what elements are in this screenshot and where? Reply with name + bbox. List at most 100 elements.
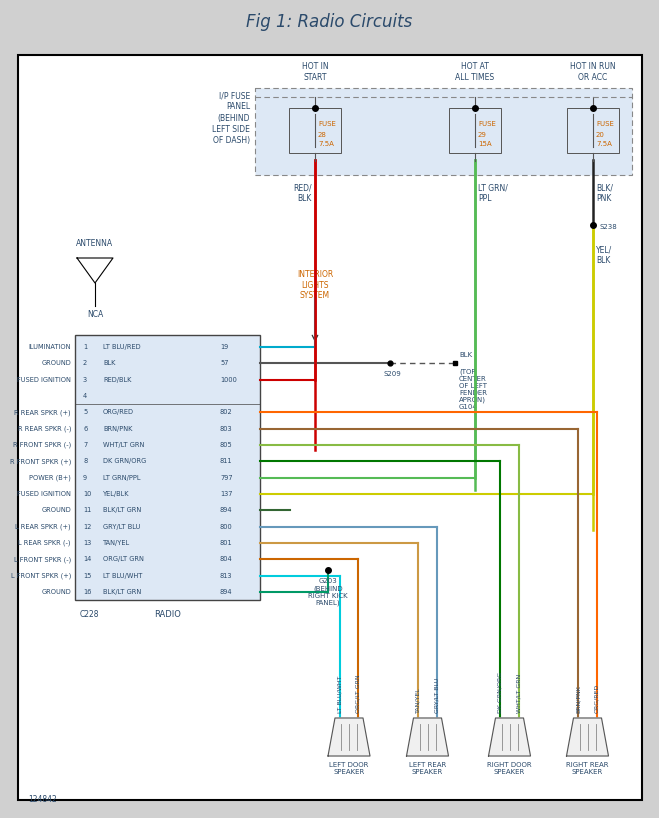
Text: 1000: 1000	[220, 376, 237, 383]
Text: ORG/RED: ORG/RED	[594, 684, 600, 713]
Text: C228: C228	[80, 610, 100, 619]
Text: BLK/
PNK: BLK/ PNK	[596, 183, 613, 203]
Text: ANTENNA: ANTENNA	[76, 239, 113, 248]
Text: 801: 801	[220, 540, 233, 546]
Text: ILUMINATION: ILUMINATION	[28, 344, 71, 350]
Text: R REAR SPKR (+): R REAR SPKR (+)	[14, 409, 71, 416]
Text: 4: 4	[83, 393, 87, 399]
Text: GRY/LT BLU: GRY/LT BLU	[434, 678, 440, 713]
Text: 15: 15	[83, 573, 92, 578]
Text: 137: 137	[220, 491, 233, 497]
Text: (TOP
CENTER
OF LEFT
FENDER
APRON)
G104: (TOP CENTER OF LEFT FENDER APRON) G104	[459, 368, 487, 411]
Text: 7.5A: 7.5A	[318, 141, 334, 147]
Text: DK GRN/ORG: DK GRN/ORG	[103, 458, 146, 465]
Text: 805: 805	[220, 442, 233, 448]
Text: RIGHT DOOR
SPEAKER: RIGHT DOOR SPEAKER	[487, 762, 532, 775]
Text: 20: 20	[596, 132, 605, 138]
Text: 57: 57	[220, 361, 229, 366]
Text: G203
(BEHIND
RIGHT KICK
PANEL): G203 (BEHIND RIGHT KICK PANEL)	[308, 578, 348, 606]
Text: ORG/LT GRN: ORG/LT GRN	[103, 556, 144, 562]
Text: S209: S209	[383, 371, 401, 377]
Text: 16: 16	[83, 589, 92, 595]
Text: BLK/LT GRN: BLK/LT GRN	[103, 507, 141, 514]
Text: 8: 8	[83, 458, 87, 465]
Text: LEFT DOOR
SPEAKER: LEFT DOOR SPEAKER	[330, 762, 368, 775]
Text: L REAR SPKR (-): L REAR SPKR (-)	[18, 540, 71, 546]
Text: WHT/LT GRN: WHT/LT GRN	[517, 674, 521, 713]
Text: TAN/YEL: TAN/YEL	[416, 687, 420, 713]
Text: 15A: 15A	[478, 141, 492, 147]
Bar	[255, 88, 632, 175]
Text: BLK/LT GRN: BLK/LT GRN	[103, 589, 141, 595]
Text: FUSE: FUSE	[478, 121, 496, 127]
Text: RED/
BLK: RED/ BLK	[293, 183, 312, 203]
Text: LT BLU/WHT: LT BLU/WHT	[103, 573, 142, 578]
Text: BRN/PNK: BRN/PNK	[575, 685, 581, 713]
Text: 7: 7	[83, 442, 87, 448]
Text: I/P FUSE
PANEL
(BEHIND
LEFT SIDE
OF DASH): I/P FUSE PANEL (BEHIND LEFT SIDE OF DASH…	[212, 92, 250, 145]
Bar	[449, 107, 501, 152]
Text: ORG/LT GRN: ORG/LT GRN	[355, 674, 360, 713]
Polygon shape	[488, 718, 530, 756]
Text: 11: 11	[83, 507, 91, 514]
Text: 29: 29	[478, 132, 487, 138]
Text: LT BLU/WHT: LT BLU/WHT	[337, 676, 343, 713]
Text: HOT AT
ALL TIMES: HOT AT ALL TIMES	[455, 62, 494, 82]
Text: RADIO: RADIO	[154, 610, 181, 619]
Text: RIGHT REAR
SPEAKER: RIGHT REAR SPEAKER	[566, 762, 609, 775]
Polygon shape	[567, 718, 608, 756]
Text: 5: 5	[83, 409, 87, 416]
Text: RED/BLK: RED/BLK	[103, 376, 131, 383]
Text: POWER (B+): POWER (B+)	[29, 474, 71, 481]
Text: 3: 3	[83, 376, 87, 383]
Text: 894: 894	[220, 589, 233, 595]
Text: HOT IN
START: HOT IN START	[302, 62, 328, 82]
Text: HOT IN RUN
OR ACC: HOT IN RUN OR ACC	[570, 62, 616, 82]
Text: R FRONT SPKR (+): R FRONT SPKR (+)	[10, 458, 71, 465]
Text: 6: 6	[83, 425, 87, 432]
Text: 13: 13	[83, 540, 91, 546]
Text: YEL/BLK: YEL/BLK	[103, 491, 130, 497]
Text: WHT/LT GRN: WHT/LT GRN	[103, 442, 144, 448]
Text: 802: 802	[220, 409, 233, 416]
Text: 811: 811	[220, 458, 233, 465]
Text: BLK: BLK	[459, 353, 472, 358]
Text: 2: 2	[83, 361, 87, 366]
Text: GROUND: GROUND	[42, 589, 71, 595]
Text: 803: 803	[220, 425, 233, 432]
Text: R FRONT SPKR (-): R FRONT SPKR (-)	[13, 442, 71, 448]
Text: S238: S238	[599, 224, 617, 230]
Text: GRY/LT BLU: GRY/LT BLU	[103, 524, 140, 530]
Text: 894: 894	[220, 507, 233, 514]
Text: 7.5A: 7.5A	[596, 141, 612, 147]
Text: INTERIOR
LIGHTS
SYSTEM: INTERIOR LIGHTS SYSTEM	[297, 270, 333, 300]
Bar	[75, 335, 260, 600]
Text: 28: 28	[318, 132, 327, 138]
Text: LEFT REAR
SPEAKER: LEFT REAR SPEAKER	[409, 762, 446, 775]
Text: FUSED IGNITION: FUSED IGNITION	[17, 376, 71, 383]
Text: 10: 10	[83, 491, 92, 497]
Text: BLK: BLK	[103, 361, 115, 366]
Text: 14: 14	[83, 556, 92, 562]
Bar	[567, 107, 619, 152]
Text: TAN/YEL: TAN/YEL	[103, 540, 130, 546]
Text: LT BLU/RED: LT BLU/RED	[103, 344, 140, 350]
Text: GROUND: GROUND	[42, 507, 71, 514]
Text: NCA: NCA	[87, 310, 103, 319]
Text: 797: 797	[220, 474, 233, 481]
Text: Fig 1: Radio Circuits: Fig 1: Radio Circuits	[246, 13, 413, 31]
Text: 804: 804	[220, 556, 233, 562]
Text: 19: 19	[220, 344, 228, 350]
Text: 800: 800	[220, 524, 233, 530]
Text: 813: 813	[220, 573, 233, 578]
Polygon shape	[328, 718, 370, 756]
Text: L REAR SPKR (+): L REAR SPKR (+)	[15, 524, 71, 530]
Text: R REAR SPKR (-): R REAR SPKR (-)	[18, 425, 71, 432]
Text: YEL/
BLK: YEL/ BLK	[596, 245, 612, 265]
Text: LT GRN/PPL: LT GRN/PPL	[103, 474, 140, 481]
Bar	[289, 107, 341, 152]
Polygon shape	[407, 718, 449, 756]
Text: FUSED IGNITION: FUSED IGNITION	[17, 491, 71, 497]
Text: L FRONT SPKR (-): L FRONT SPKR (-)	[14, 556, 71, 563]
Text: LT GRN/
PPL: LT GRN/ PPL	[478, 183, 508, 203]
